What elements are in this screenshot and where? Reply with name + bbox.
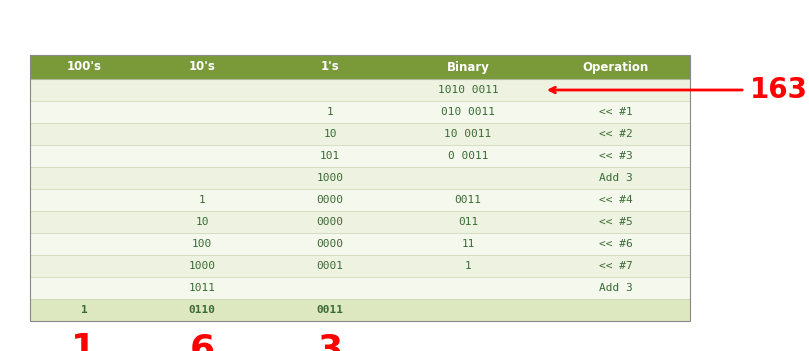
Text: 0000: 0000 xyxy=(316,239,344,249)
Bar xyxy=(30,189,690,211)
Text: << #2: << #2 xyxy=(599,129,633,139)
Text: << #6: << #6 xyxy=(599,239,633,249)
Bar xyxy=(30,145,690,167)
Text: 1010 0011: 1010 0011 xyxy=(438,85,498,95)
Text: 100: 100 xyxy=(192,239,212,249)
Text: 1: 1 xyxy=(81,305,87,315)
Text: 0001: 0001 xyxy=(316,261,344,271)
Bar xyxy=(30,55,690,321)
Bar xyxy=(30,55,690,79)
Bar xyxy=(30,79,690,101)
Text: 011: 011 xyxy=(458,217,478,227)
Bar xyxy=(30,277,690,299)
Text: 10 0011: 10 0011 xyxy=(444,129,492,139)
Text: << #7: << #7 xyxy=(599,261,633,271)
Bar xyxy=(30,211,690,233)
Text: 0011: 0011 xyxy=(316,305,344,315)
Text: Add 3: Add 3 xyxy=(599,283,633,293)
Text: 1000: 1000 xyxy=(188,261,215,271)
Text: 10: 10 xyxy=(195,217,209,227)
Text: 1: 1 xyxy=(71,332,96,351)
Bar xyxy=(30,233,690,255)
Text: 0000: 0000 xyxy=(316,195,344,205)
Bar xyxy=(30,101,690,123)
Text: 1's: 1's xyxy=(320,60,339,73)
Text: Binary: Binary xyxy=(447,60,489,73)
Text: 1000: 1000 xyxy=(316,173,344,183)
Text: 6: 6 xyxy=(189,332,214,351)
Text: 0000: 0000 xyxy=(316,217,344,227)
Text: 1: 1 xyxy=(327,107,333,117)
Text: 10: 10 xyxy=(324,129,337,139)
Text: << #5: << #5 xyxy=(599,217,633,227)
Text: 1: 1 xyxy=(199,195,205,205)
Text: 100's: 100's xyxy=(66,60,101,73)
Text: 0 0011: 0 0011 xyxy=(447,151,489,161)
Text: Operation: Operation xyxy=(582,60,649,73)
Bar xyxy=(30,167,690,189)
Bar xyxy=(30,123,690,145)
Text: 1011: 1011 xyxy=(188,283,215,293)
Text: Add 3: Add 3 xyxy=(599,173,633,183)
Bar xyxy=(30,299,690,321)
Text: 101: 101 xyxy=(320,151,340,161)
Text: << #1: << #1 xyxy=(599,107,633,117)
Text: 1: 1 xyxy=(464,261,472,271)
Text: 010 0011: 010 0011 xyxy=(441,107,495,117)
Text: << #3: << #3 xyxy=(599,151,633,161)
Text: 0011: 0011 xyxy=(455,195,481,205)
Text: << #4: << #4 xyxy=(599,195,633,205)
Bar xyxy=(30,255,690,277)
Text: 0110: 0110 xyxy=(188,305,215,315)
Text: 163: 163 xyxy=(750,76,808,104)
Text: 10's: 10's xyxy=(188,60,215,73)
Text: 3: 3 xyxy=(317,332,342,351)
Text: 11: 11 xyxy=(461,239,475,249)
